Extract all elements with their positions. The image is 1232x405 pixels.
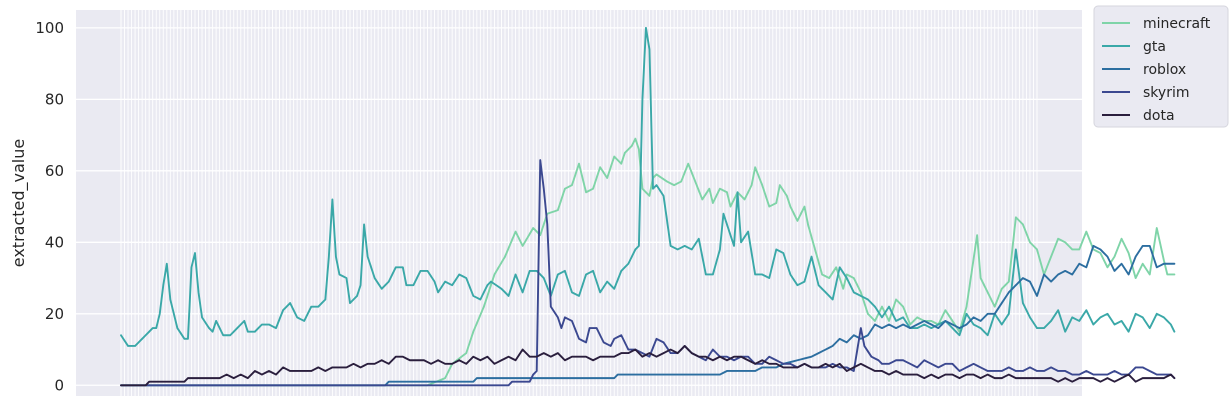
series-lines (120, 26, 1176, 387)
y-tick-label: 40 (45, 233, 64, 251)
y-tick-label: 100 (35, 19, 64, 37)
legend-label-roblox: roblox (1143, 62, 1186, 78)
y-tick-label: 0 (54, 376, 64, 394)
legend: minecraft gta roblox skyrim dota (1093, 5, 1229, 128)
legend-box (1093, 5, 1229, 128)
y-tick-label: 20 (45, 305, 64, 323)
legend-label-minecraft: minecraft (1143, 16, 1211, 32)
y-tick-label: 80 (45, 90, 64, 108)
series-line-gta (120, 26, 1176, 347)
y-grid (76, 27, 1082, 386)
y-tick-label: 60 (45, 162, 64, 180)
series-line-dota (120, 345, 1176, 387)
legend-label-skyrim: skyrim (1143, 85, 1189, 101)
series-line-skyrim (120, 159, 1176, 387)
legend-label-dota: dota (1143, 108, 1175, 124)
y-axis-ticks: 0 20 40 60 80 100 (35, 19, 64, 394)
y-axis-title: extracted_value (9, 139, 29, 267)
legend-label-gta: gta (1143, 39, 1166, 55)
